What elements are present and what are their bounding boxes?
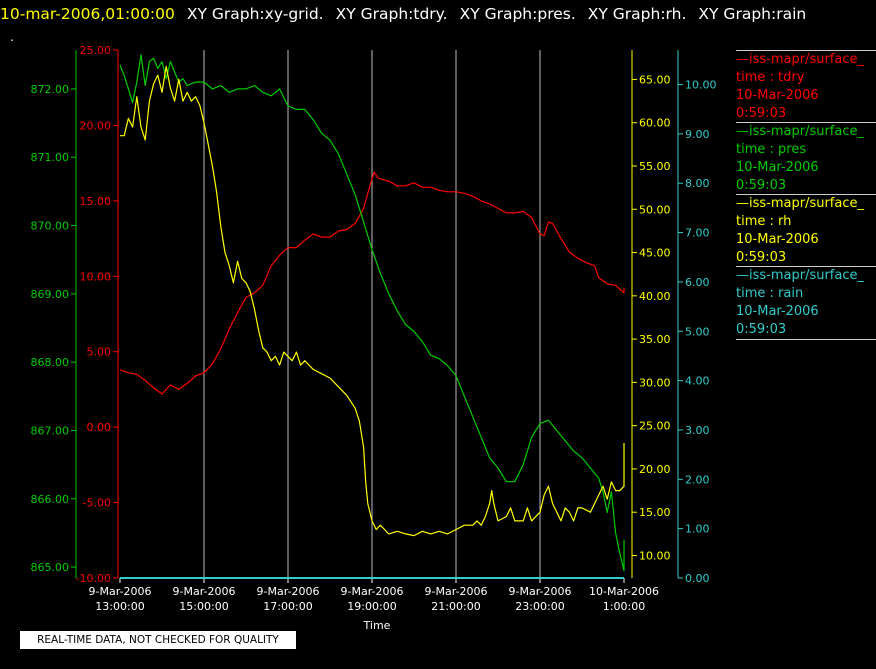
legend-separator bbox=[736, 266, 876, 267]
y-tick-label-rain: 10.00 bbox=[685, 79, 717, 92]
x-tick-label-date: 10-Mar-2006 bbox=[589, 585, 659, 598]
y-tick-label-pres: 870.00 bbox=[31, 220, 70, 233]
x-tick-label-time: 13:00:00 bbox=[95, 600, 144, 613]
header-graph-title: XY Graph:xy-grid. bbox=[186, 5, 324, 23]
header-graph-title: XY Graph:rain bbox=[698, 5, 807, 23]
legend-variable: time : rain bbox=[736, 286, 804, 301]
y-tick-label-rain: 4.00 bbox=[685, 375, 710, 388]
header-marker: . bbox=[10, 30, 14, 44]
y-tick-label-rain: 5.00 bbox=[685, 325, 710, 338]
legend-time: 0:59:03 bbox=[736, 250, 787, 265]
legend-separator bbox=[736, 50, 876, 51]
y-tick-label-tdry: 15.00 bbox=[80, 195, 112, 208]
x-tick-label-date: 9-Mar-2006 bbox=[173, 585, 236, 598]
legend-separator bbox=[736, 122, 876, 123]
y-tick-label-rain: 6.00 bbox=[685, 276, 710, 289]
x-tick-label-time: 15:00:00 bbox=[179, 600, 228, 613]
legend-time: 0:59:03 bbox=[736, 178, 787, 193]
x-tick-label-time: 19:00:00 bbox=[347, 600, 396, 613]
y-tick-label-pres: 871.00 bbox=[31, 151, 70, 164]
y-tick-label-rh: 55.00 bbox=[639, 160, 671, 173]
y-tick-label-rh: 15.00 bbox=[639, 506, 671, 519]
legend-date: 10-Mar-2006 bbox=[736, 160, 819, 175]
header-timestamp: 10-mar-2006,01:00:00 bbox=[0, 5, 175, 23]
series-line-pres bbox=[119, 54, 625, 572]
y-tick-label-rain: 2.00 bbox=[685, 473, 710, 486]
y-tick-label-rh: 65.00 bbox=[639, 73, 671, 86]
legend-source: —iss-mapr/surface_ bbox=[736, 268, 865, 283]
x-tick-label-time: 17:00:00 bbox=[263, 600, 312, 613]
y-tick-label-tdry: 10.00 bbox=[80, 270, 112, 283]
x-tick-label-time: 21:00:00 bbox=[431, 600, 480, 613]
y-tick-label-rh: 25.00 bbox=[639, 420, 671, 433]
y-tick-label-pres: 868.00 bbox=[31, 356, 70, 369]
x-tick-label-date: 9-Mar-2006 bbox=[257, 585, 320, 598]
quality-notice: REAL-TIME DATA, NOT CHECKED FOR QUALITY bbox=[20, 631, 296, 649]
x-tick-label-date: 9-Mar-2006 bbox=[89, 585, 152, 598]
legend-time: 0:59:03 bbox=[736, 322, 787, 337]
legend-variable: time : tdry bbox=[736, 70, 805, 85]
y-tick-label-rain: 0.00 bbox=[685, 572, 710, 585]
y-tick-label-rh: 20.00 bbox=[639, 463, 671, 476]
y-tick-label-rh: 60.00 bbox=[639, 117, 671, 130]
y-tick-label-rh: 50.00 bbox=[639, 203, 671, 216]
legend-separator bbox=[736, 194, 876, 195]
y-tick-label-rh: 40.00 bbox=[639, 290, 671, 303]
graph-header: 10-mar-2006,01:00:00 XY Graph:xy-grid. XY … bbox=[0, 2, 806, 26]
y-tick-label-pres: 869.00 bbox=[31, 288, 70, 301]
header-graph-title: XY Graph:tdry. bbox=[335, 5, 448, 23]
legend-entry-tdry[interactable]: —iss-mapr/surface_ time : tdry 10-Mar-20… bbox=[736, 50, 876, 123]
legend-entry-rain[interactable]: —iss-mapr/surface_ time : rain 10-Mar-20… bbox=[736, 266, 876, 340]
y-tick-label-rain: 1.00 bbox=[685, 523, 710, 536]
header-graph-title: XY Graph:rh. bbox=[587, 5, 687, 23]
legend-date: 10-Mar-2006 bbox=[736, 88, 819, 103]
y-tick-label-tdry: -5.00 bbox=[83, 497, 111, 510]
y-tick-label-tdry: 5.00 bbox=[87, 346, 112, 359]
x-tick-label-time: 1:00:00 bbox=[603, 600, 645, 613]
x-tick-label-time: 23:00:00 bbox=[515, 600, 564, 613]
legend-date: 10-Mar-2006 bbox=[736, 232, 819, 247]
legend-variable: time : pres bbox=[736, 142, 807, 157]
x-axis-label: Time bbox=[363, 619, 391, 632]
y-tick-label-rain: 7.00 bbox=[685, 227, 710, 240]
legend-entry-rh[interactable]: —iss-mapr/surface_ time : rh 10-Mar-2006… bbox=[736, 194, 876, 267]
y-tick-label-pres: 866.00 bbox=[31, 493, 70, 506]
y-tick-label-pres: 867.00 bbox=[31, 424, 70, 437]
legend-time: 0:59:03 bbox=[736, 106, 787, 121]
y-tick-label-pres: 865.00 bbox=[31, 561, 70, 574]
y-tick-label-rh: 30.00 bbox=[639, 376, 671, 389]
legend-source: —iss-mapr/surface_ bbox=[736, 196, 865, 211]
y-tick-label-rain: 8.00 bbox=[685, 177, 710, 190]
header-graph-title: XY Graph:pres. bbox=[459, 5, 576, 23]
y-tick-label-rain: 3.00 bbox=[685, 424, 710, 437]
y-tick-label-rain: 9.00 bbox=[685, 128, 710, 141]
y-tick-label-rh: 45.00 bbox=[639, 247, 671, 260]
legend-entry-pres[interactable]: —iss-mapr/surface_ time : pres 10-Mar-20… bbox=[736, 122, 876, 195]
y-tick-label-tdry: 20.00 bbox=[80, 119, 112, 132]
y-tick-label-rh: 10.00 bbox=[639, 549, 671, 562]
x-tick-label-date: 9-Mar-2006 bbox=[341, 585, 404, 598]
series-line-rh bbox=[120, 65, 625, 537]
legend-date: 10-Mar-2006 bbox=[736, 304, 819, 319]
y-tick-label-tdry: 0.00 bbox=[87, 421, 112, 434]
x-tick-label-date: 9-Mar-2006 bbox=[509, 585, 572, 598]
legend-source: —iss-mapr/surface_ bbox=[736, 124, 865, 139]
y-tick-label-rh: 35.00 bbox=[639, 333, 671, 346]
legend-variable: time : rh bbox=[736, 214, 792, 229]
x-tick-label-date: 9-Mar-2006 bbox=[425, 585, 488, 598]
legend-source: —iss-mapr/surface_ bbox=[736, 52, 865, 67]
y-tick-label-pres: 872.00 bbox=[31, 83, 70, 96]
y-tick-label-tdry: 25.00 bbox=[80, 44, 112, 57]
series-line-tdry bbox=[119, 171, 625, 395]
y-tick-label-tdry: -10.00 bbox=[76, 572, 111, 585]
legend-separator bbox=[736, 339, 876, 340]
